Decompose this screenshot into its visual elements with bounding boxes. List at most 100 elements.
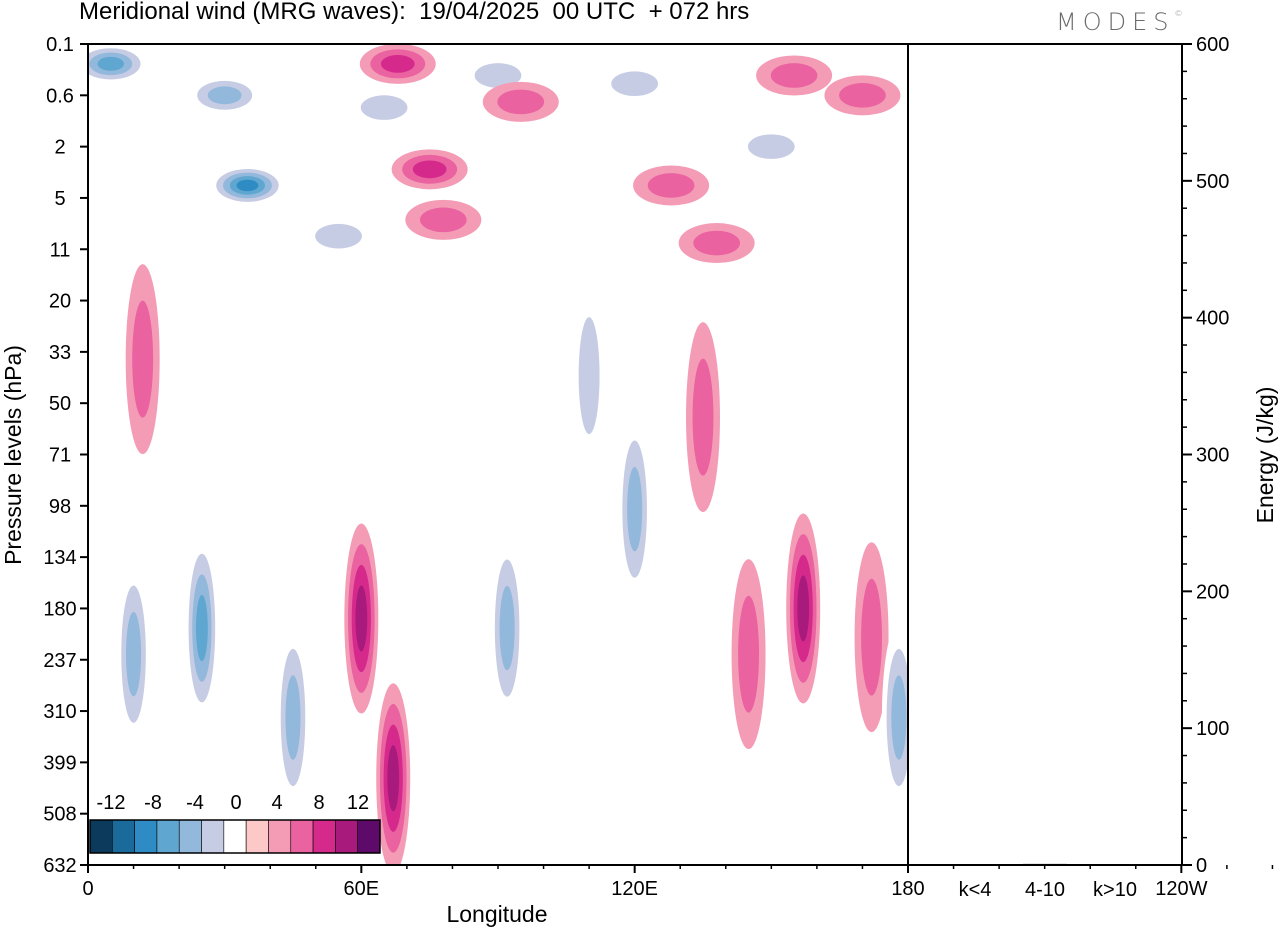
wind-anomaly	[116, 559, 151, 750]
colorbar-label: -12	[97, 792, 126, 814]
wind-contour	[1055, 530, 1080, 667]
wind-contour	[474, 63, 522, 88]
y-tick-label: 2	[54, 137, 65, 159]
energy-category-label: 4-10	[1025, 879, 1065, 901]
y-tick-label: 33	[49, 342, 71, 364]
colorbar-swatch	[335, 819, 358, 854]
energy-tick-label: 500	[1196, 171, 1229, 193]
wind-anomaly	[276, 622, 310, 813]
colorbar-frame	[89, 819, 381, 854]
wind-contour	[387, 745, 400, 812]
wind-anomaly	[405, 199, 482, 240]
wind-anomaly	[344, 523, 379, 714]
y-tick-label: 50	[49, 393, 71, 415]
energy-bar	[948, 864, 992, 866]
wind-anomaly	[950, 597, 984, 787]
y-tick-label: 71	[49, 445, 71, 467]
colorbar-label: 12	[347, 792, 369, 814]
wind-contour	[1269, 601, 1280, 738]
wind-contour	[982, 67, 1016, 85]
wind-contour	[986, 399, 1013, 548]
wind-contour	[972, 103, 1027, 132]
wind-anomaly	[376, 683, 411, 865]
wind-contour	[747, 134, 795, 159]
energy-panel-frame	[907, 43, 1183, 866]
colorbar-label: -8	[144, 792, 162, 814]
wind-contour	[982, 108, 1016, 126]
energy-tick-label: 400	[1196, 308, 1229, 330]
wind-contour	[954, 617, 981, 766]
wind-contour	[861, 578, 883, 696]
wind-contour	[961, 659, 973, 725]
wind-contour	[958, 638, 977, 745]
x-axis-title: Longitude	[446, 901, 547, 927]
energy-tick-label: 0	[1196, 855, 1207, 877]
wind-contour	[1011, 317, 1032, 434]
wind-contour	[412, 160, 447, 179]
colorbar-swatch	[245, 819, 269, 854]
wind-contour	[738, 595, 760, 713]
wind-contour	[914, 513, 948, 703]
wind-contour	[360, 95, 408, 120]
wind-contour	[126, 611, 142, 697]
wind-anomaly	[854, 542, 889, 733]
wind-contour	[195, 595, 208, 662]
wind-contour	[839, 83, 886, 108]
wind-anomaly	[824, 75, 901, 116]
wind-anomaly	[482, 81, 559, 122]
wind-contour	[236, 179, 259, 192]
colorbar-label: 0	[230, 792, 241, 814]
wind-anomaly	[490, 533, 525, 724]
wind-contour	[693, 230, 741, 256]
wind-anomaly	[209, 165, 286, 206]
wind-anomaly	[961, 97, 1037, 137]
longitude-axis: 060E120E180120W60W	[82, 865, 1274, 900]
y-tick-label: 5	[54, 188, 65, 210]
wind-anomaly	[1265, 575, 1280, 765]
y-tick-label: 0.1	[46, 34, 74, 56]
wind-contour	[950, 597, 984, 787]
wind-contour	[891, 675, 907, 760]
wind-contour	[961, 55, 1037, 95]
y-tick-label: 134	[43, 547, 76, 569]
energy-tick-label: 200	[1196, 581, 1229, 603]
modes-logo: MODES©	[1056, 8, 1182, 36]
wind-anomaly	[733, 126, 810, 167]
y-tick-label: 20	[49, 291, 71, 313]
y-tick-label: 98	[49, 496, 71, 518]
colorbar-swatch	[89, 819, 113, 854]
y-tick-label: 399	[43, 752, 76, 774]
colorbar-swatch	[134, 819, 158, 854]
colorbar-swatch	[223, 819, 247, 854]
colorbar-swatch	[156, 819, 180, 854]
pressure-axis: 0.1 0.6 2 5 11 20 33 50 71 98 134 180 237 310 399 508 63…	[43, 34, 88, 877]
colorbar-swatch	[112, 819, 135, 854]
wind-anomaly	[184, 533, 219, 724]
wind-anomaly	[633, 165, 710, 206]
wind-contour	[937, 610, 971, 800]
wind-anomaly	[572, 280, 607, 471]
wind-contour	[1148, 90, 1170, 101]
colorbar-swatch	[178, 819, 202, 854]
wind-anomaly	[186, 75, 263, 116]
wind-contour	[941, 636, 966, 773]
wind-anomaly	[678, 223, 755, 264]
x-tick-label: 120E	[611, 878, 658, 900]
wind-anomaly	[300, 216, 377, 257]
energy-category-label: k<4	[959, 879, 992, 901]
energy-category-label: k>10	[1093, 879, 1137, 901]
y-tick-label: 237	[43, 650, 76, 672]
logo-text: MODES	[1056, 8, 1175, 36]
wind-anomaly	[391, 149, 468, 190]
chart-title: Meridional wind (MRG waves): 19/04/2025 …	[79, 0, 750, 25]
wind-anomaly	[961, 55, 1037, 95]
energy-axis: 0 100 200 300 400 500 600	[1182, 34, 1229, 877]
logo-mark: ©	[1174, 9, 1183, 18]
wind-contour	[419, 207, 467, 233]
wind-contour	[380, 54, 415, 73]
energy-tick-label: 600	[1196, 34, 1229, 56]
wind-contour	[132, 300, 154, 418]
wind-contour	[578, 317, 600, 435]
wind-contour	[993, 440, 1005, 506]
y-tick-label: 632	[43, 855, 76, 877]
